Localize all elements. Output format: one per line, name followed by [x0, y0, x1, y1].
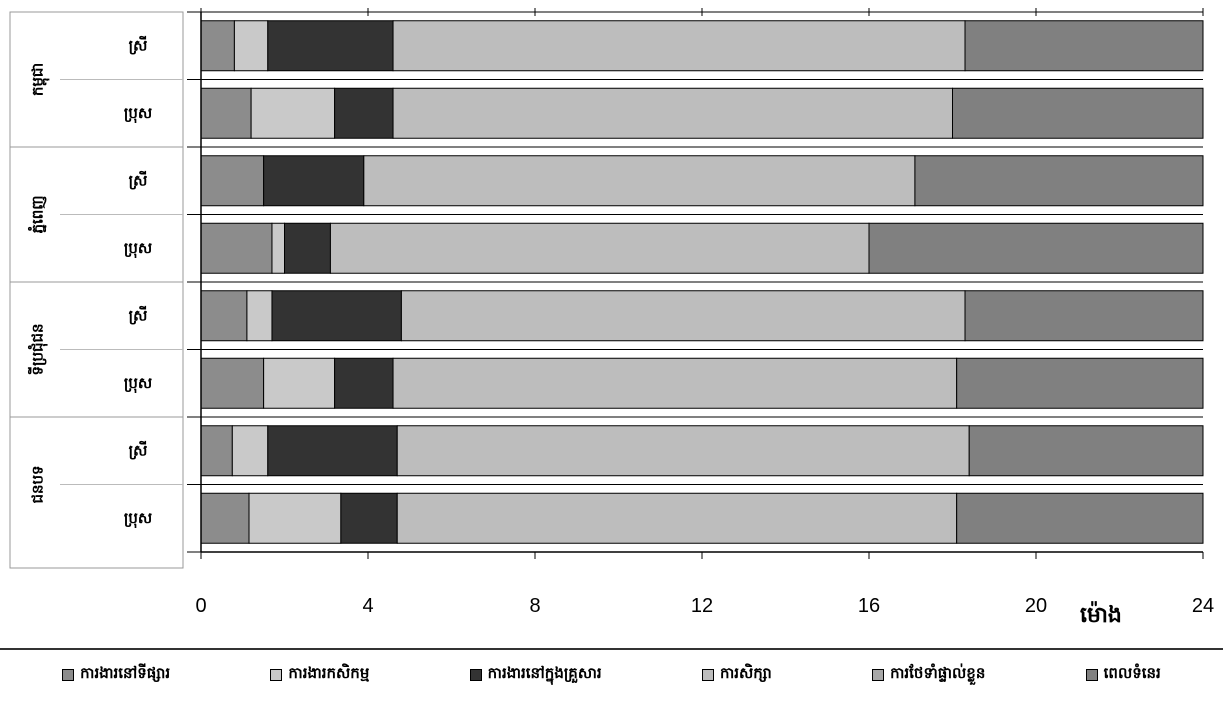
row-label: ប្រុស [124, 374, 152, 394]
bar-segment [200, 87, 252, 139]
bar-segment [396, 492, 958, 544]
bar-segment [400, 290, 966, 342]
category-labels: កម្ពុជាស្រីប្រុសភ្នំពេញស្រីប្រុសទីប្រជុំ… [10, 35, 183, 529]
row-label: ស្រី [129, 305, 148, 324]
bar-segment [392, 357, 958, 409]
bar-segment [363, 155, 916, 207]
x-tick-label: 12 [691, 595, 713, 617]
legend-item: ការងារនៅទីផ្សារ [62, 664, 170, 686]
legend-label: ពេលទំនេរ [1103, 664, 1161, 682]
bar-segment [968, 425, 1204, 477]
stacked-bar-chart: កម្ពុជាស្រីប្រុសភ្នំពេញស្រីប្រុសទីប្រជុំ… [9, 8, 1214, 628]
row-label: ស្រី [129, 170, 148, 189]
legend-item: ការងារនៅក្នុងគ្រួសារ [469, 664, 602, 686]
bars [200, 20, 1204, 544]
legend-swatch [872, 669, 885, 681]
bar-segment [200, 425, 233, 477]
legend-item: ការងារកសិកម្ម [270, 664, 369, 686]
bar-segment [334, 87, 394, 139]
legend: ការងារនៅទីផ្សារ ការងារកសិកម្ម ការងារនៅក្នុ… [0, 648, 1223, 700]
bar-segment [964, 20, 1204, 72]
bar-segment [271, 222, 286, 274]
legend-item: ការសិក្សា [701, 664, 772, 686]
label-table-frame [9, 11, 184, 569]
bar-segment [334, 357, 394, 409]
bar-segment [200, 357, 265, 409]
x-tick-label: 8 [529, 595, 540, 617]
bar-segment [914, 155, 1204, 207]
row-label: ប្រុស [124, 104, 152, 124]
group-label: ទីប្រជុំជន [28, 323, 49, 375]
bar-segment [964, 290, 1204, 342]
bar-segment [200, 492, 250, 544]
bar-segment [868, 222, 1204, 274]
legend-label: ការថែទាំផ្ទាល់ខ្លួន [890, 664, 986, 682]
bar-segment [263, 357, 336, 409]
x-tick-label: 20 [1025, 595, 1047, 617]
bar-segment [200, 20, 235, 72]
bar-segment [329, 222, 870, 274]
legend-item: ការថែទាំផ្ទាល់ខ្លួន [872, 664, 985, 686]
group-label: ភ្នំពេញ [28, 195, 47, 233]
x-axis-unit-label: ម៉ោង [1080, 601, 1122, 628]
axes: 0 4 8 12 16 20 24 [187, 8, 1214, 617]
bar-segment [392, 87, 953, 139]
bar-segment [267, 20, 394, 72]
x-tick-label: 16 [858, 595, 880, 617]
bar-segment [233, 20, 269, 72]
bar-segment [956, 357, 1204, 409]
bar-segment [248, 492, 342, 544]
bar-segment [271, 290, 402, 342]
bar-segment [246, 290, 273, 342]
legend-label: ការងារនៅទីផ្សារ [80, 664, 171, 682]
legend-swatch [469, 669, 482, 681]
x-tick-label: 4 [362, 595, 373, 617]
bar-segment [267, 425, 398, 477]
bar-segment [956, 492, 1204, 544]
legend-swatch [701, 669, 714, 681]
legend-label: ការងារកសិកម្ម [288, 664, 370, 682]
bar-segment [952, 87, 1204, 139]
legend-swatch [62, 669, 75, 681]
bar-segment [231, 425, 269, 477]
bar-segment [250, 87, 336, 139]
bar-segment [263, 155, 365, 207]
legend-label: ការងារនៅក្នុងគ្រួសារ [487, 664, 602, 682]
bar-segment [396, 425, 970, 477]
legend-swatch [270, 669, 283, 681]
x-tick-label: 0 [195, 595, 206, 617]
row-label: ប្រុស [124, 509, 152, 529]
row-label: ស្រី [129, 35, 148, 54]
legend-item: ពេលទំនេរ [1085, 664, 1161, 686]
bar-segment [200, 155, 265, 207]
x-tick-label: 24 [1192, 595, 1214, 617]
bar-segment [340, 492, 398, 544]
legend-label: ការសិក្សា [719, 664, 772, 682]
bar-segment [200, 222, 273, 274]
group-label: កម្ពុជា [29, 63, 50, 96]
bar-segment [284, 222, 331, 274]
row-label: ប្រុស [124, 239, 152, 259]
legend-swatch [1085, 669, 1098, 681]
bar-segment [200, 290, 248, 342]
row-label: ស្រី [129, 440, 148, 459]
group-label: ជនបទ [29, 465, 47, 503]
bar-segment [392, 20, 966, 72]
